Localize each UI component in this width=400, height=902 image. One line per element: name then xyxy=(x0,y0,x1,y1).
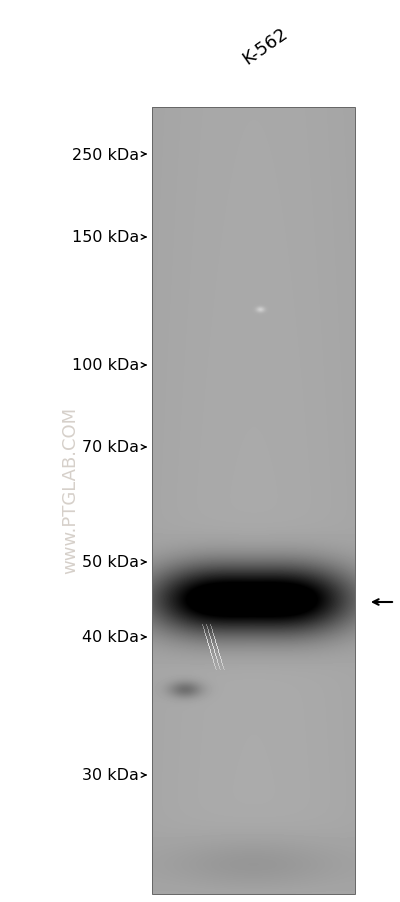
Text: K-562: K-562 xyxy=(239,24,291,68)
Text: 70 kDa: 70 kDa xyxy=(82,440,139,455)
Text: 40 kDa: 40 kDa xyxy=(82,630,139,645)
Text: www.PTGLAB.COM: www.PTGLAB.COM xyxy=(61,406,79,573)
Text: 100 kDa: 100 kDa xyxy=(72,358,139,373)
Text: 150 kDa: 150 kDa xyxy=(72,230,139,245)
Text: 250 kDa: 250 kDa xyxy=(72,147,139,162)
Text: 30 kDa: 30 kDa xyxy=(82,768,139,783)
Bar xyxy=(152,108,355,894)
Text: 50 kDa: 50 kDa xyxy=(82,555,139,570)
